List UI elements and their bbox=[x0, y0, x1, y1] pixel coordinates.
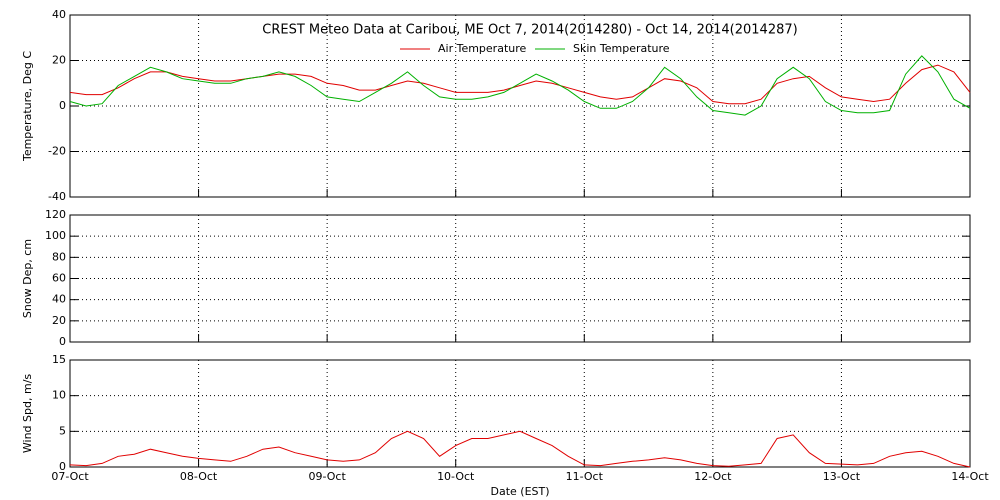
x-tick-label: 10-Oct bbox=[437, 470, 475, 483]
x-tick-label: 13-Oct bbox=[823, 470, 861, 483]
plot-frame bbox=[69, 214, 971, 343]
chart-title: CREST Meteo Data at Caribou, ME Oct 7, 2… bbox=[262, 23, 797, 38]
x-tick-label: 11-Oct bbox=[566, 470, 604, 483]
y-tick-label: 40 bbox=[52, 293, 66, 306]
y-tick-label: -20 bbox=[48, 145, 66, 158]
y-tick-label: 20 bbox=[52, 54, 66, 67]
y-axis-label: Temperature, Deg C bbox=[21, 51, 34, 162]
data-line bbox=[69, 430, 971, 468]
y-tick-label: -40 bbox=[48, 190, 66, 203]
y-tick-label: 40 bbox=[52, 8, 66, 21]
data-line bbox=[69, 55, 971, 116]
y-tick-label: 0 bbox=[59, 99, 66, 112]
x-tick-label: 07-Oct bbox=[51, 470, 89, 483]
legend-label: Skin Temperature bbox=[573, 42, 670, 55]
data-line bbox=[69, 64, 971, 105]
x-axis-label: Date (EST) bbox=[490, 485, 549, 498]
y-tick-label: 20 bbox=[52, 314, 66, 327]
y-tick-label: 0 bbox=[59, 335, 66, 348]
y-tick-label: 80 bbox=[52, 250, 66, 263]
y-axis-label: Snow Dep, cm bbox=[21, 239, 34, 318]
y-tick-label: 120 bbox=[45, 208, 66, 221]
plot-frame bbox=[69, 14, 971, 198]
y-axis-label: Wind Spd, m/s bbox=[21, 374, 34, 454]
x-tick-label: 12-Oct bbox=[694, 470, 732, 483]
legend-label: Air Temperature bbox=[438, 42, 527, 55]
x-tick-label: 09-Oct bbox=[308, 470, 346, 483]
y-tick-label: 0 bbox=[59, 460, 66, 473]
x-tick-label: 14-Oct bbox=[951, 470, 989, 483]
y-tick-label: 5 bbox=[59, 424, 66, 437]
plot-frame bbox=[69, 359, 971, 468]
y-tick-label: 10 bbox=[52, 389, 66, 402]
y-tick-label: 15 bbox=[52, 353, 66, 366]
y-tick-label: 60 bbox=[52, 272, 66, 285]
x-tick-label: 08-Oct bbox=[180, 470, 218, 483]
y-tick-label: 100 bbox=[45, 229, 66, 242]
